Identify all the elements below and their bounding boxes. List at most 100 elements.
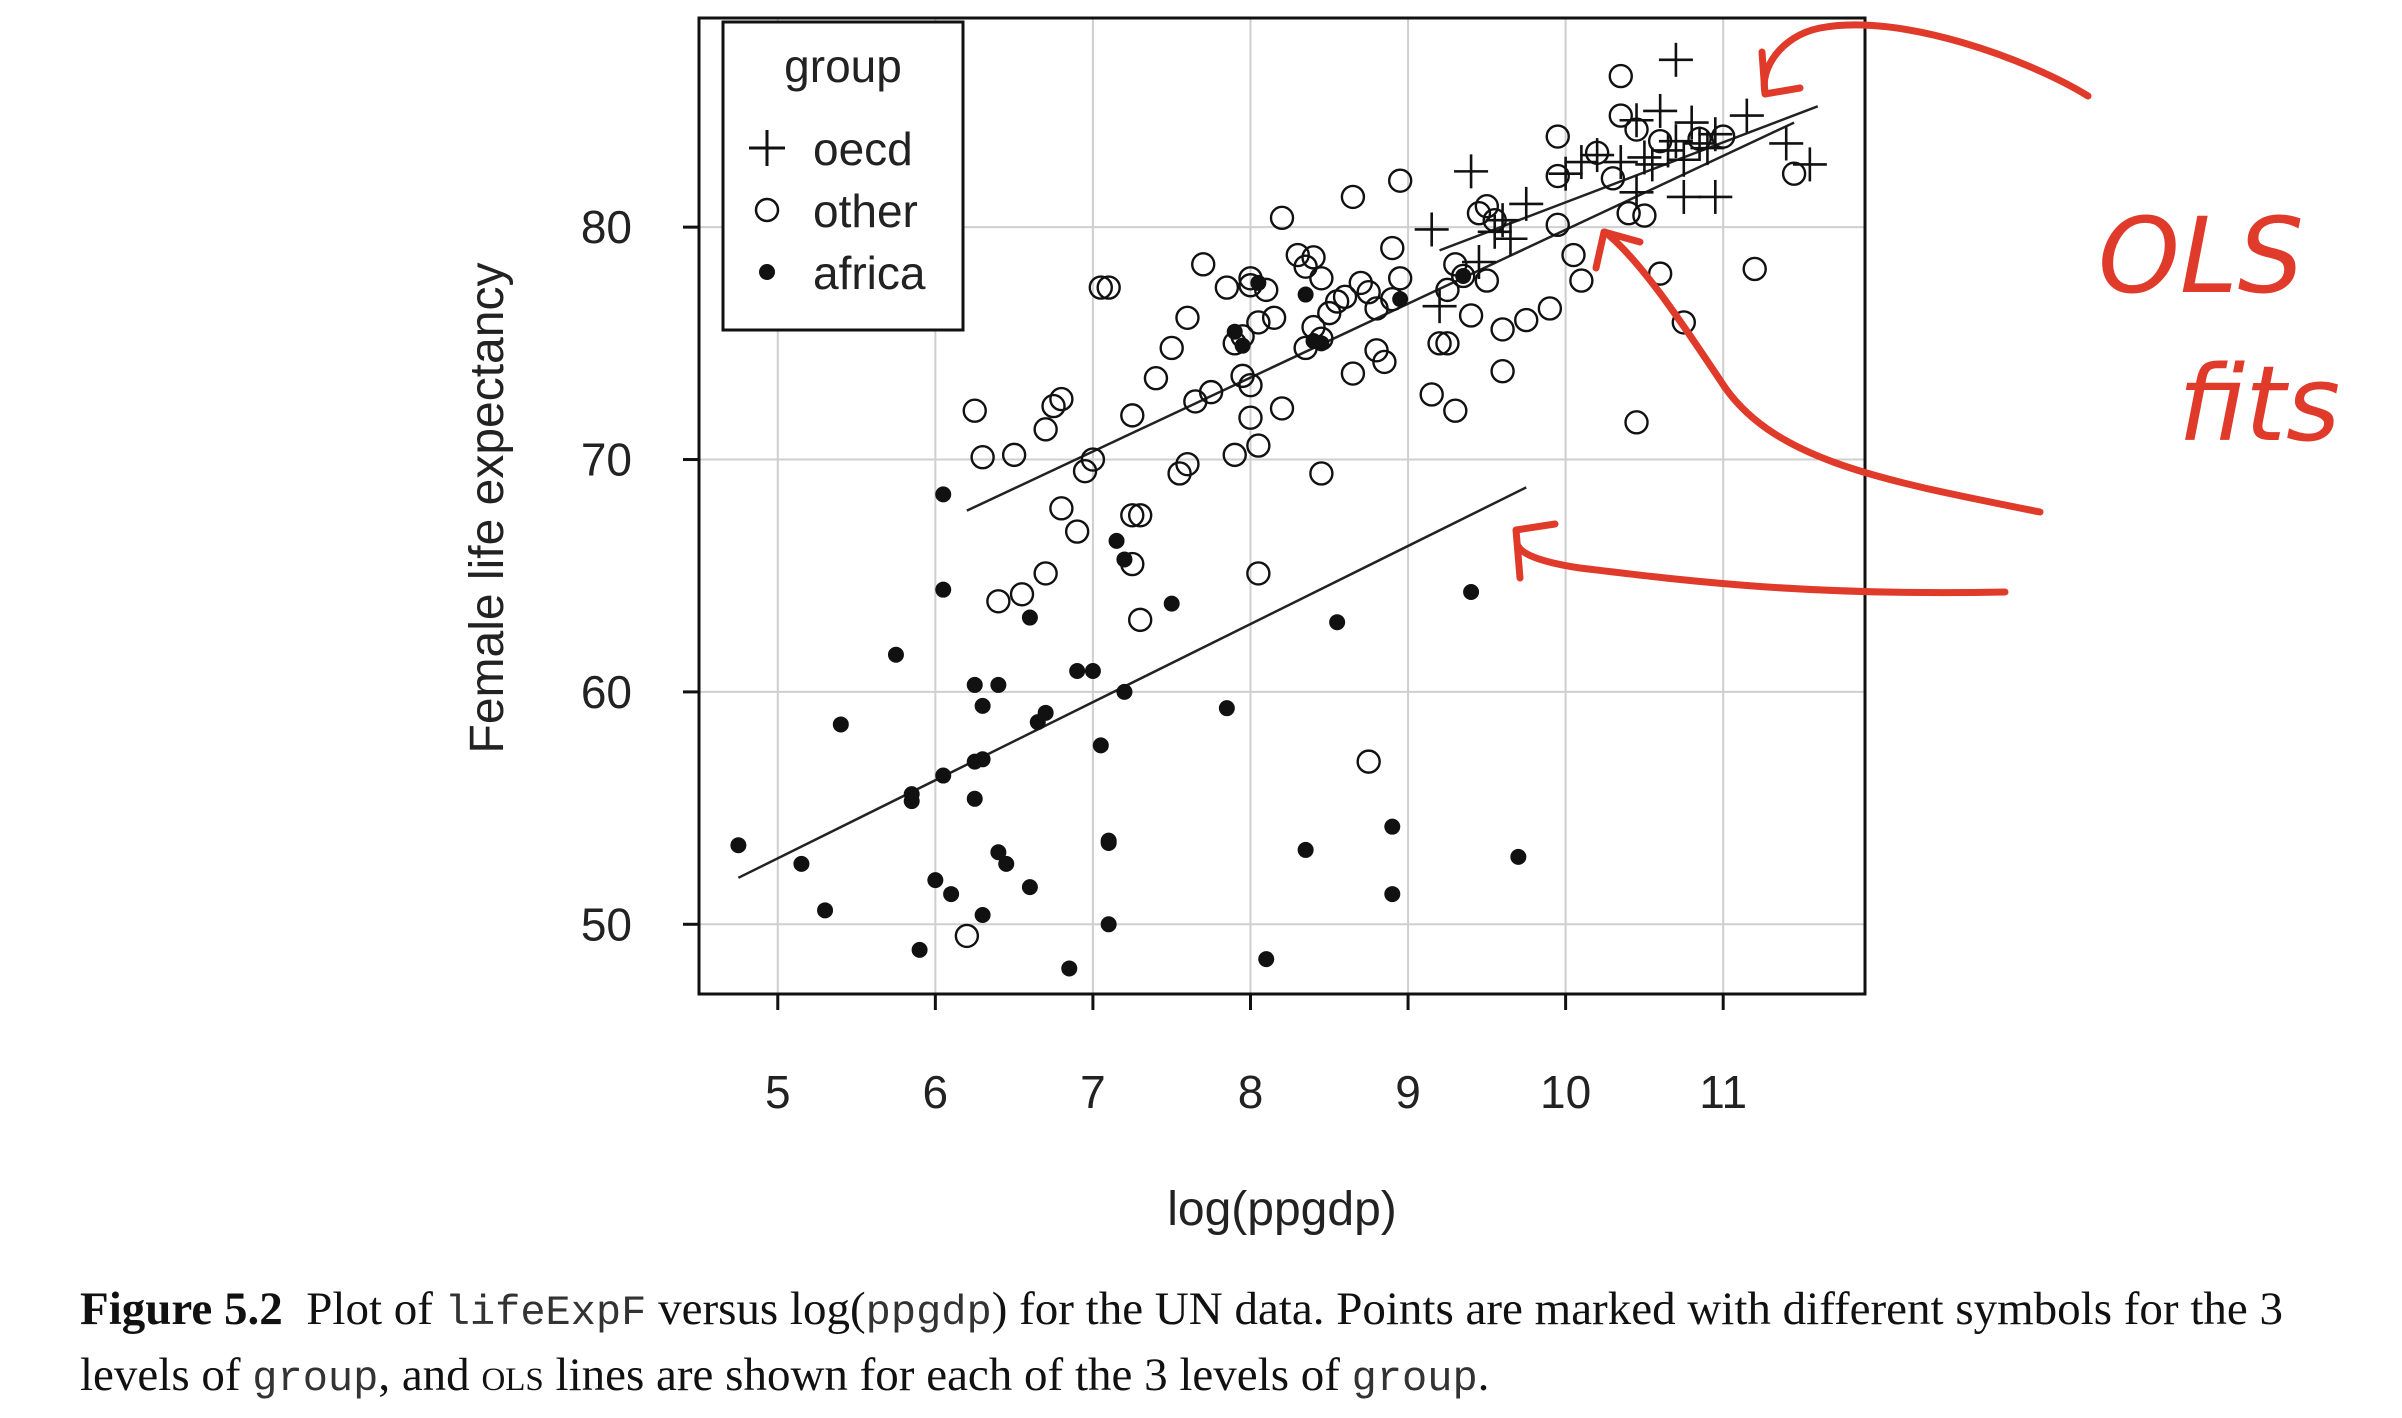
point-africa: [1510, 848, 1527, 865]
point-africa: [966, 790, 983, 807]
point-africa: [966, 676, 983, 693]
point-africa: [1258, 951, 1275, 968]
caption-ols: ols: [481, 1349, 544, 1401]
caption-text-2: versus log(: [646, 1283, 866, 1335]
point-africa: [935, 581, 952, 598]
x-tick-label: 7: [1080, 1066, 1106, 1118]
point-africa: [927, 872, 944, 889]
point-other: [1710, 124, 1736, 149]
point-oecd: [1658, 124, 1693, 159]
arrow-head-oecd: [1758, 48, 1804, 98]
point-other: [986, 589, 1011, 614]
point-oecd: [1729, 98, 1764, 133]
caption-text-5: lines are shown for each of the 3 levels…: [543, 1349, 1352, 1401]
point-other: [1380, 235, 1405, 261]
point-other: [1514, 307, 1539, 333]
point-other: [1490, 359, 1515, 384]
point-oecd: [1666, 179, 1701, 214]
point-other: [970, 445, 995, 470]
y-tick-label: 80: [581, 201, 632, 253]
point-other: [954, 923, 980, 949]
point-other: [1001, 442, 1027, 468]
point-africa: [1313, 335, 1330, 352]
point-other: [1033, 561, 1058, 586]
plot-frame: [697, 16, 1867, 996]
point-other: [1687, 126, 1712, 152]
point-other: [1458, 303, 1484, 328]
arrow-head-africa: [1512, 520, 1559, 582]
x-tick-label: 8: [1238, 1066, 1264, 1118]
point-oecd: [1698, 179, 1733, 214]
point-other: [1419, 382, 1444, 407]
point-other: [1624, 117, 1649, 142]
point-other: [1246, 310, 1271, 335]
point-other: [1175, 305, 1200, 330]
caption-text-6: .: [1477, 1349, 1490, 1401]
x-tick-label: 10: [1540, 1066, 1591, 1118]
point-other: [1348, 270, 1373, 296]
y-axis-label: Female life expectancy: [461, 263, 514, 754]
point-africa: [990, 844, 1007, 861]
point-africa: [943, 886, 960, 903]
point-africa: [911, 941, 928, 958]
caption-code-group-1: group: [252, 1355, 379, 1403]
x-axis: 5 6 7 8 9 10 11: [765, 994, 1747, 1118]
point-other: [1238, 372, 1263, 398]
point-oecd: [1509, 186, 1544, 221]
point-other: [1009, 582, 1035, 607]
point-africa: [935, 486, 952, 503]
point-africa: [1384, 886, 1401, 903]
point-other: [1261, 305, 1287, 330]
point-other: [1356, 280, 1381, 305]
point-oecd: [1454, 154, 1489, 189]
point-other: [1301, 245, 1326, 270]
caption-code-lifeExpF: lifeExpF: [444, 1289, 647, 1337]
arrow-to-africa-line: [1514, 542, 2009, 597]
point-other: [1435, 331, 1460, 356]
point-africa: [1084, 662, 1101, 679]
point-africa: [1455, 267, 1472, 284]
point-other: [1435, 277, 1460, 303]
point-other: [1198, 379, 1224, 405]
point-africa: [1037, 704, 1054, 721]
ols-line-other: [966, 121, 1795, 512]
point-other: [1474, 194, 1500, 219]
point-africa: [817, 902, 834, 919]
point-other: [1482, 207, 1507, 233]
legend: group oecd other africa: [721, 20, 965, 332]
point-other: [1120, 403, 1145, 428]
point-other: [1309, 266, 1334, 291]
point-africa: [887, 646, 904, 663]
point-other: [1600, 166, 1626, 191]
point-other: [1191, 252, 1216, 277]
point-other: [1624, 410, 1649, 435]
legend-label-other: other: [813, 185, 918, 237]
x-tick-label: 6: [923, 1066, 949, 1118]
point-africa: [832, 716, 849, 733]
point-other: [1127, 607, 1153, 633]
point-africa: [1234, 337, 1251, 354]
point-africa: [1297, 286, 1314, 303]
point-other: [1080, 447, 1106, 472]
point-oecd: [1666, 142, 1701, 177]
point-other: [1214, 275, 1240, 300]
point-africa: [730, 837, 747, 854]
caption-code-ppgdp: ppgdp: [865, 1289, 992, 1337]
point-other: [1309, 461, 1334, 486]
data-points: [730, 42, 1827, 977]
point-other: [1356, 749, 1381, 774]
point-africa: [974, 906, 991, 923]
point-other: [1372, 349, 1397, 375]
annotation-fits: fits: [2178, 343, 2340, 465]
legend-label-oecd: oecd: [813, 123, 913, 175]
point-other: [1474, 268, 1500, 293]
caption-text-3: ) for the UN data. Points are marked wit…: [80, 1283, 2283, 1401]
y-tick-label: 60: [581, 666, 632, 718]
point-oecd: [1493, 221, 1528, 256]
point-africa: [1226, 323, 1243, 340]
y-tick-label: 70: [581, 434, 632, 486]
point-other: [1159, 335, 1184, 361]
point-oecd: [1658, 42, 1693, 77]
arrow-to-oecd-line: [1760, 21, 2092, 100]
point-other: [1584, 140, 1610, 165]
